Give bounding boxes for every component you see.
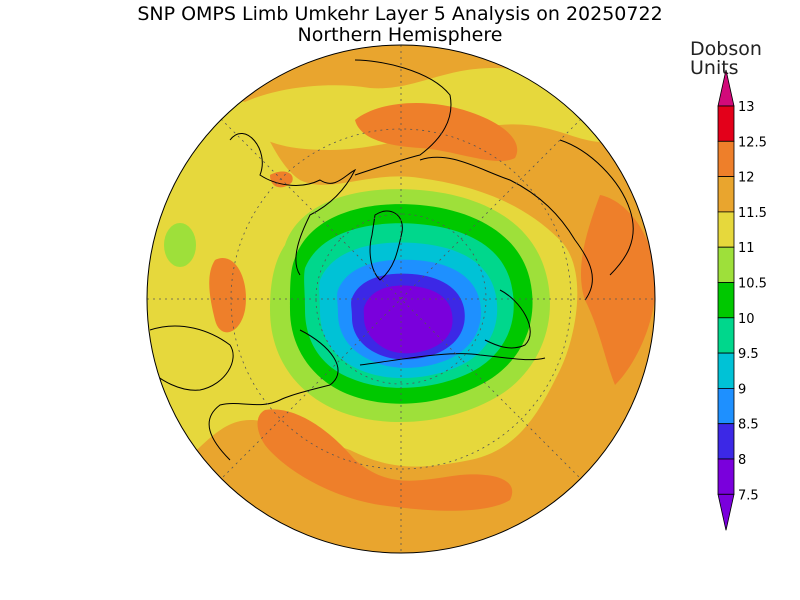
- colorbar-tick-label: 12: [738, 171, 755, 186]
- polar-map: [146, 44, 656, 554]
- coastline-canada: [359, 353, 546, 366]
- graticule: [147, 45, 655, 553]
- colorbar-tick-label: 10.5: [738, 277, 767, 292]
- colorbar-segment: [717, 176, 735, 213]
- colorbar-segment: [717, 458, 735, 495]
- colorbar: 13 12.5 12 11.5 11 10.5 10 9.5 9 8.5 8 7.5: [717, 69, 767, 531]
- latitude-circle-60: [315, 213, 487, 385]
- units-line1: Dobson: [690, 38, 762, 60]
- contour-12-north: [355, 102, 518, 162]
- map-title: SNP OMPS Limb Umkehr Layer 5 Analysis on…: [137, 3, 663, 25]
- colorbar-tick-label: 9: [738, 382, 746, 397]
- coastline-east: [559, 139, 634, 276]
- contour-10-5-west: [164, 223, 196, 267]
- ozone-field: [147, 45, 655, 553]
- colorbar-tick-label: 11: [738, 241, 755, 256]
- colorbar-segment: [717, 246, 735, 283]
- contour-12-south: [257, 409, 513, 511]
- coastlines: [149, 59, 634, 461]
- contour-12-west: [209, 258, 246, 333]
- colorbar-segment: [717, 282, 735, 319]
- colorbar-segment: [717, 211, 735, 248]
- meridian-135: [220, 118, 582, 480]
- colorbar-tick-label: 10: [738, 312, 755, 327]
- colorbar-segment: [717, 317, 735, 354]
- coastline-siberia: [419, 156, 593, 301]
- globe-border: [146, 44, 656, 554]
- colorbar-tick-label: 13: [738, 100, 755, 115]
- colorbar-bottom-arrow: [717, 493, 735, 531]
- colorbar-tick-label: 8: [738, 453, 746, 468]
- colorbar-segment: [717, 352, 735, 389]
- colorbar-segment: [717, 387, 735, 425]
- coastline-america: [208, 329, 339, 461]
- colorbar-segment: [717, 105, 735, 142]
- colorbar-segment: [717, 140, 735, 178]
- contour-7-5: [363, 285, 453, 354]
- coastline-greenland: [369, 210, 403, 281]
- latitude-circle-30: [230, 128, 572, 470]
- colorbar-tick-label: 7.5: [738, 488, 759, 503]
- colorbar-tick-label: 12.5: [738, 135, 767, 150]
- map-subtitle: Northern Hemisphere: [297, 24, 503, 46]
- contour-12-east: [580, 195, 655, 385]
- coastline-west: [149, 325, 234, 391]
- coastline-alaska: [484, 289, 531, 349]
- colorbar-tick-label: 9.5: [738, 347, 759, 362]
- meridian-45: [220, 118, 582, 480]
- colorbar-segment: [717, 423, 735, 460]
- colorbar-top-arrow: [717, 69, 735, 107]
- coastline-europe: [229, 133, 357, 276]
- colorbar-tick-label: 11.5: [738, 206, 767, 221]
- coastline-asia: [354, 59, 452, 176]
- colorbar-tick-label: 8.5: [738, 418, 759, 433]
